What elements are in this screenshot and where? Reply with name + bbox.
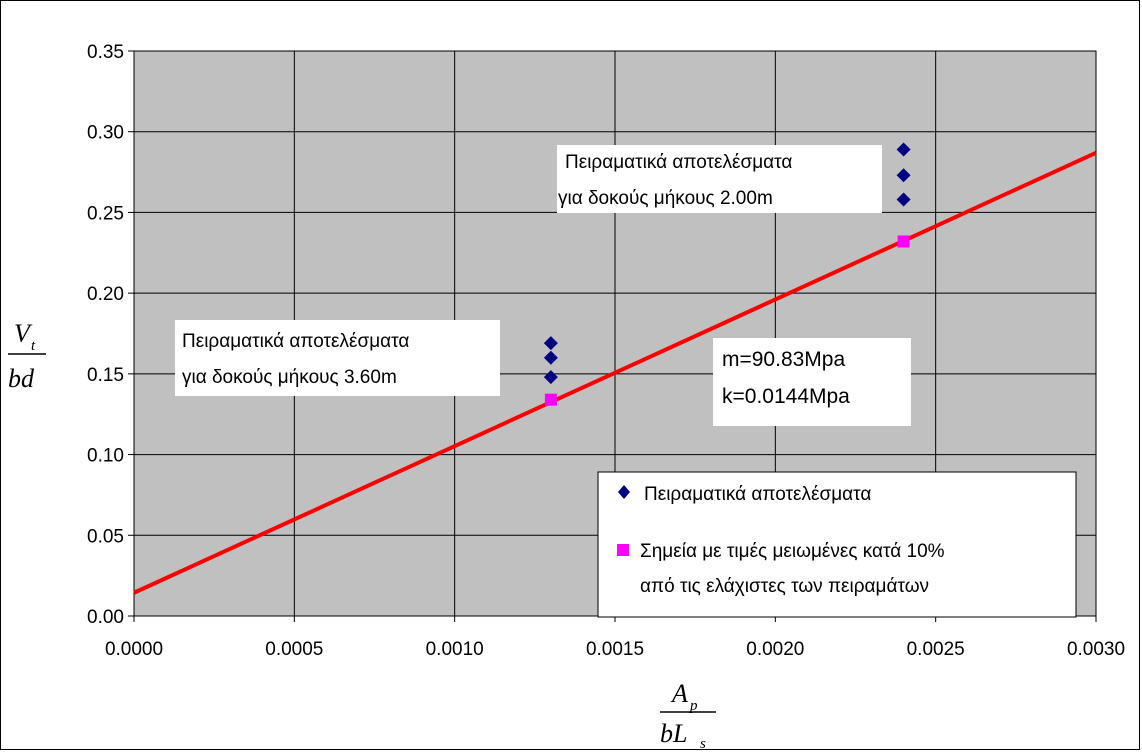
y-tick-label: 0.30 [87, 123, 124, 144]
y-tick-label: 0.15 [87, 365, 124, 386]
legend: Πειραματικά αποτελέσματα Σημεία με τιμές… [597, 471, 1077, 618]
x-axis-ticks: 0.0000 0.0005 0.0010 0.0015 0.0020 0.0025 0.00… [105, 616, 1125, 660]
x-tick-label: 0.0005 [265, 639, 323, 660]
experimental-point [896, 192, 911, 207]
y-label-numerator: V [14, 319, 33, 348]
annotation-parameters: m=90.83Mpa k=0.0144Mpa [713, 338, 911, 426]
x-tick-label: 0.0025 [907, 639, 965, 660]
experimental-point [543, 370, 558, 385]
x-tick-label: 0.0000 [105, 639, 163, 660]
experimental-point [896, 142, 911, 157]
legend-square-marker [617, 544, 629, 556]
annotation-3.60m-line1: Πειραματικά αποτελέσματα [182, 331, 409, 352]
x-label-denominator-sub: s [700, 736, 706, 752]
legend-label-reduced-line1: Σημεία με τιμές μειωμένες κατά 10% [640, 541, 945, 562]
x-label-denominator: bL [660, 719, 687, 748]
y-tick-label: 0.20 [87, 284, 124, 305]
y-axis-label: V t bd [8, 319, 46, 393]
x-label-numerator-sub: p [689, 698, 698, 714]
fit-line [133, 151, 1097, 595]
y-label-denominator: bd [8, 364, 35, 393]
x-label-numerator: A [670, 679, 688, 708]
param-m: m=90.83Mpa [722, 348, 845, 371]
fit-line-group [133, 151, 1097, 595]
y-tick-label: 0.35 [87, 42, 124, 63]
experimental-point [896, 168, 911, 183]
data-points [543, 142, 911, 406]
x-axis-label: A p bL s [660, 679, 716, 752]
x-tick-label: 0.0020 [746, 639, 804, 660]
x-tick-label: 0.0010 [426, 639, 484, 660]
legend-diamond-marker [618, 485, 630, 499]
legend-label-experimental: Πειραματικά αποτελέσματα [644, 484, 871, 505]
experimental-point [543, 350, 558, 365]
x-tick-label: 0.0015 [586, 639, 644, 660]
y-tick-label: 0.00 [87, 607, 124, 628]
annotation-2.00m-line2: για δοκούς μήκους 2.00m [558, 188, 773, 209]
annotation-3.60m: Πειραματικά αποτελέσματα για δοκούς μήκο… [175, 320, 500, 396]
y-label-numerator-sub: t [31, 338, 36, 354]
y-tick-label: 0.25 [87, 203, 124, 224]
param-k: k=0.0144Mpa [722, 385, 850, 408]
y-axis-ticks: 0.00 0.05 0.10 0.15 0.20 0.25 0.30 0.35 [87, 42, 134, 628]
reduced-point [897, 235, 910, 248]
annotation-2.00m-line1: Πειραματικά αποτελέσματα [565, 152, 792, 173]
x-tick-label: 0.0030 [1067, 639, 1125, 660]
experimental-point [543, 336, 558, 351]
reduced-point [544, 393, 557, 406]
y-tick-label: 0.10 [87, 446, 124, 467]
y-tick-label: 0.05 [87, 526, 124, 547]
legend-label-reduced-line2: από τις ελάχιστες των πειραμάτων [640, 576, 929, 597]
annotation-2.00m: Πειραματικά αποτελέσματα για δοκούς μήκο… [557, 145, 882, 213]
annotation-3.60m-line2: για δοκούς μήκους 3.60m [182, 367, 397, 388]
